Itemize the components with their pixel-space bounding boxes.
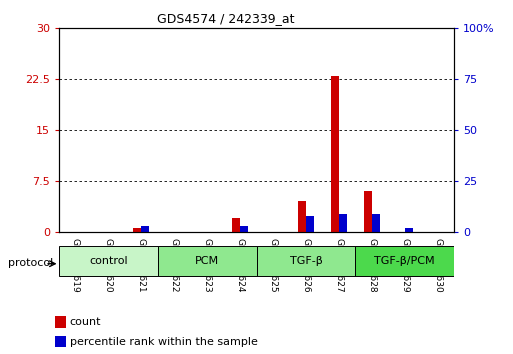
Bar bbox=[55, 316, 66, 328]
FancyBboxPatch shape bbox=[59, 246, 158, 276]
Text: count: count bbox=[70, 317, 101, 327]
Text: percentile rank within the sample: percentile rank within the sample bbox=[70, 337, 258, 347]
Bar bbox=[240, 226, 248, 232]
FancyBboxPatch shape bbox=[158, 246, 256, 276]
Bar bbox=[405, 228, 412, 232]
Bar bbox=[298, 201, 306, 232]
Bar bbox=[133, 228, 141, 232]
Bar bbox=[372, 213, 380, 232]
Text: PCM: PCM bbox=[195, 256, 219, 266]
Text: TGF-β/PCM: TGF-β/PCM bbox=[374, 256, 435, 266]
Text: protocol: protocol bbox=[8, 258, 53, 268]
Bar bbox=[142, 226, 149, 232]
Text: TGF-β: TGF-β bbox=[289, 256, 322, 266]
Bar bbox=[232, 218, 240, 232]
FancyBboxPatch shape bbox=[355, 246, 454, 276]
Bar bbox=[339, 213, 347, 232]
Text: GDS4574 / 242339_at: GDS4574 / 242339_at bbox=[157, 12, 294, 25]
Text: control: control bbox=[89, 256, 128, 266]
Bar bbox=[306, 216, 314, 232]
FancyBboxPatch shape bbox=[256, 246, 355, 276]
Bar bbox=[331, 76, 339, 232]
Bar bbox=[55, 336, 66, 347]
Bar bbox=[364, 191, 371, 232]
